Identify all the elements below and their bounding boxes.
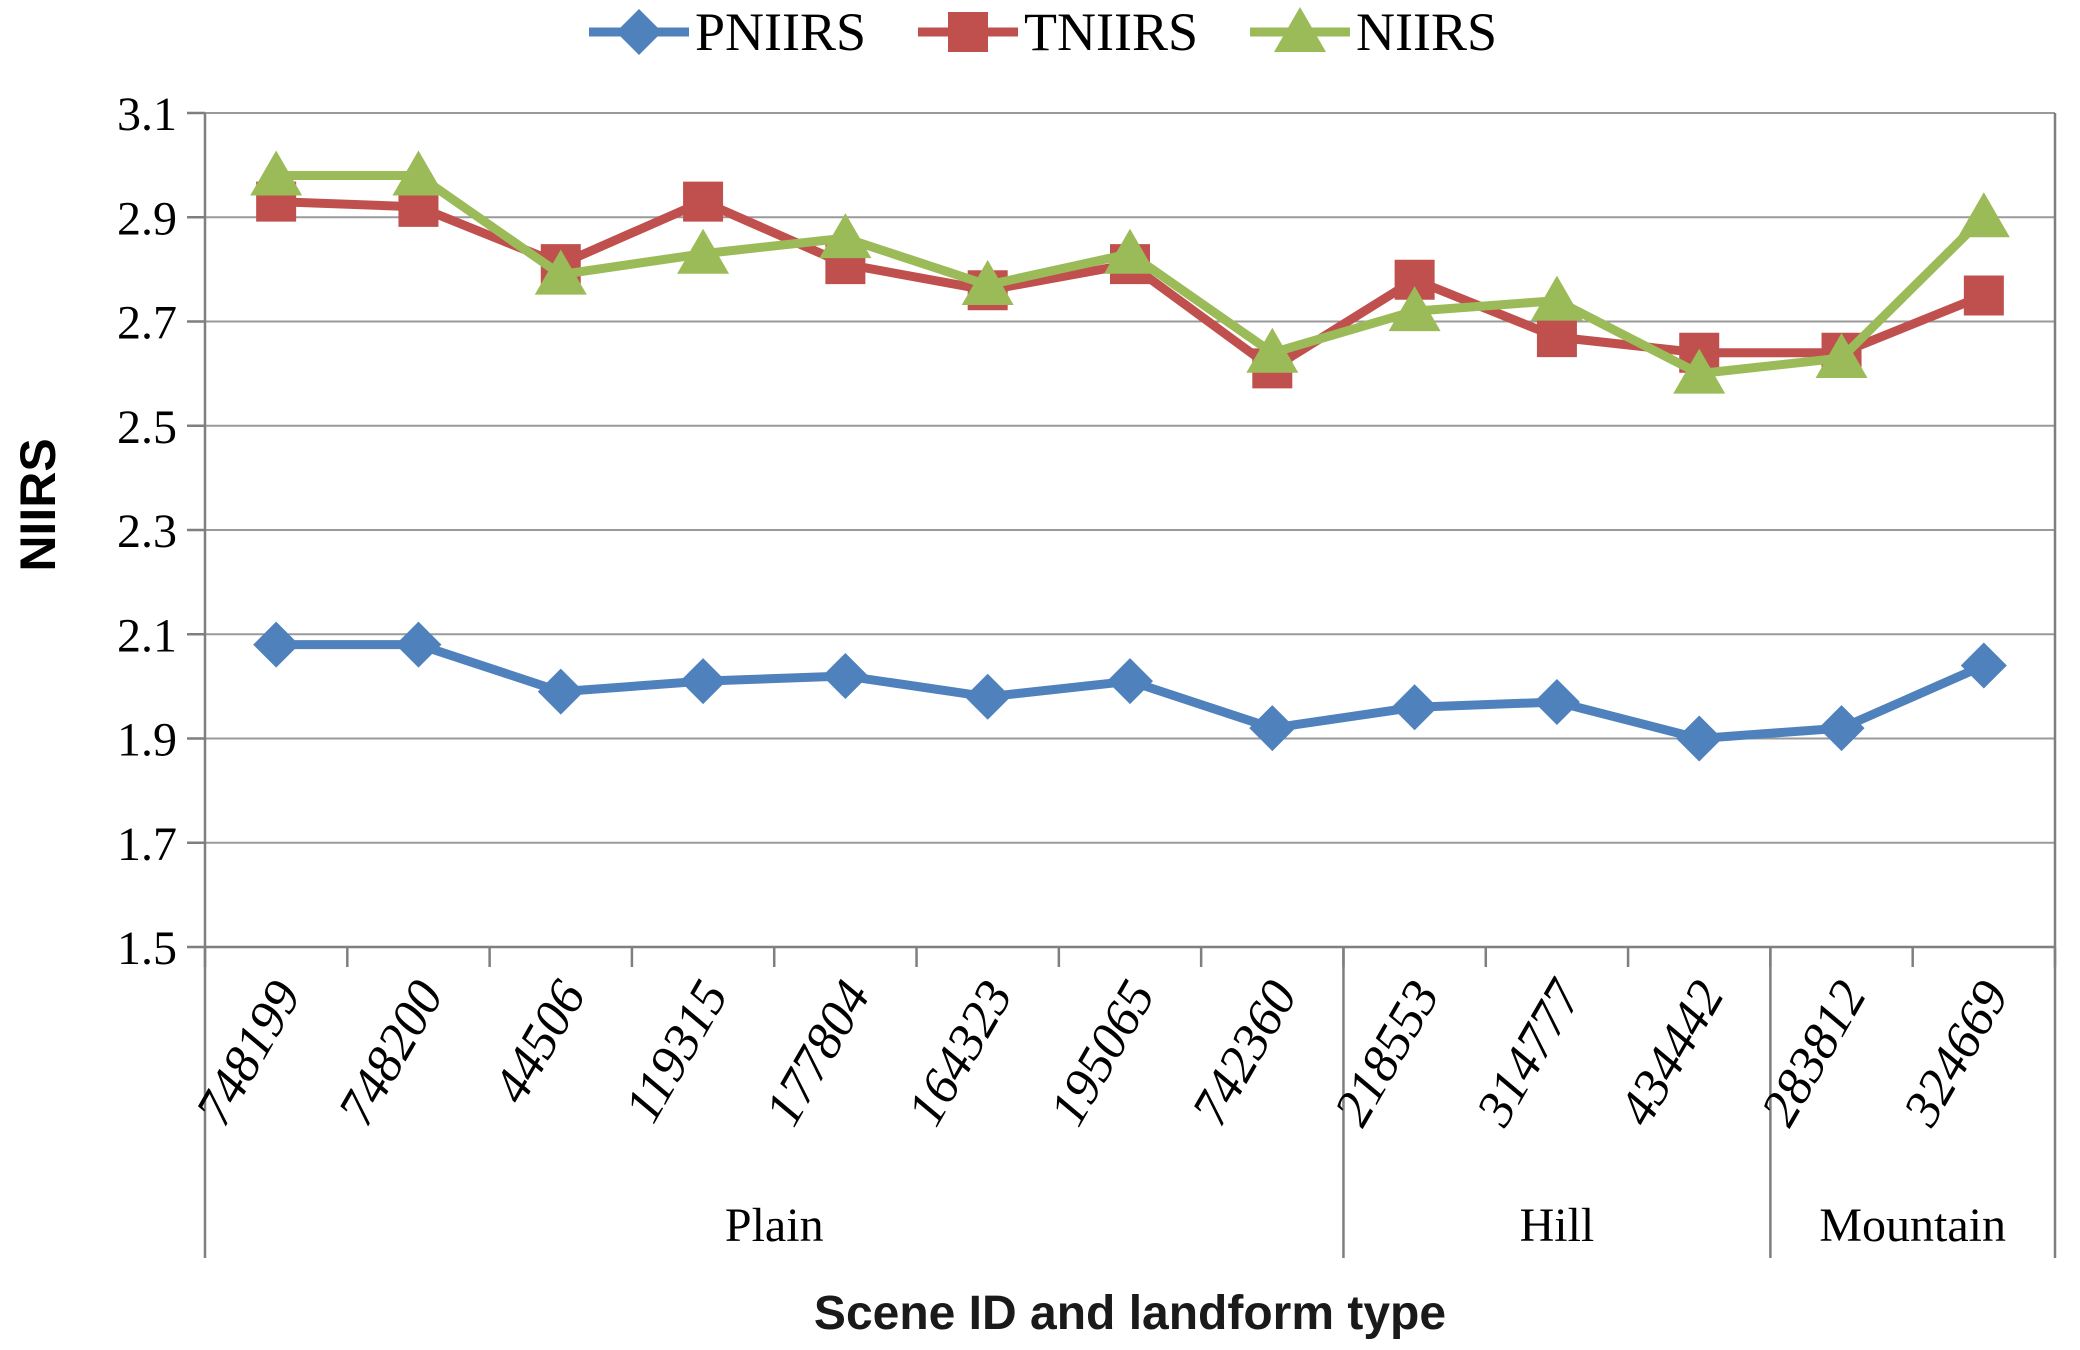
legend-square-glyph <box>948 12 989 52</box>
series-niirs-marker <box>1388 286 1441 332</box>
x-tick-label: 434442 <box>1608 972 1735 1136</box>
series-niirs-marker <box>1246 327 1299 373</box>
series-tniirs-marker <box>398 186 439 227</box>
series-tniirs-marker <box>1536 317 1577 358</box>
y-tick-label: 2.5 <box>117 401 177 454</box>
x-tick-label: 44506 <box>483 972 597 1113</box>
series-niirs-marker <box>392 150 445 196</box>
group-label: Plain <box>725 1199 824 1252</box>
x-tick-label: 742360 <box>1181 972 1308 1136</box>
chart-legend: PNIIRS TNIIRS NIIRS <box>0 2 2080 62</box>
y-tick-label: 2.7 <box>117 297 177 350</box>
series-pniirs-marker <box>537 668 584 715</box>
series-niirs-marker <box>1530 275 1583 321</box>
pniirs-diamond-marker-icon <box>588 9 689 55</box>
y-tick-label: 1.9 <box>117 714 177 767</box>
y-tick-label: 1.5 <box>117 922 177 975</box>
series-pniirs-marker <box>680 658 727 705</box>
niirs-triangle-marker-icon <box>1250 7 1351 52</box>
series-niirs-marker <box>534 249 587 295</box>
legend-label-niirs: NIIRS <box>1356 2 1498 62</box>
series-niirs-marker <box>250 150 303 196</box>
x-tick-label: 177804 <box>754 972 881 1136</box>
series-niirs-marker <box>1673 348 1726 394</box>
y-tick-label: 2.1 <box>117 609 177 662</box>
x-tick-label: 748200 <box>327 972 454 1136</box>
series-pniirs-marker <box>964 673 1011 720</box>
series-tniirs-line <box>271 197 1989 373</box>
series-pniirs-marker <box>1107 658 1153 705</box>
legend-item-tniirs: TNIIRS <box>912 2 1198 62</box>
series-pniirs-marker <box>1533 679 1580 726</box>
series-tniirs-marker <box>1963 275 2004 316</box>
series-niirs-marker <box>1104 228 1156 274</box>
x-axis-title: Scene ID and landform type <box>813 1287 1447 1340</box>
series-niirs-marker <box>1815 332 1868 378</box>
x-tick-label: 314777 <box>1465 970 1594 1136</box>
y-tick-label: 1.7 <box>117 818 177 871</box>
x-tick-label: 324669 <box>1892 972 2020 1136</box>
y-tick-label: 2.9 <box>117 192 177 245</box>
legend-triangle-glyph <box>1274 7 1327 52</box>
series-tniirs-marker <box>683 181 724 222</box>
legend-label-tniirs: TNIIRS <box>1024 2 1199 62</box>
group-label: Mountain <box>1819 1199 2006 1252</box>
series-pniirs-marker <box>1249 705 1296 752</box>
series-pniirs-marker <box>253 621 300 668</box>
series-pniirs-marker <box>1676 715 1723 762</box>
series-niirs-marker <box>961 260 1014 306</box>
series-niirs-marker <box>677 228 730 274</box>
series-pniirs-marker <box>395 621 442 668</box>
series-pniirs-marker <box>822 652 869 699</box>
x-tick-label: 164323 <box>897 972 1024 1136</box>
legend-label-pniirs: PNIIRS <box>694 2 867 62</box>
series-niirs-marker <box>819 213 872 259</box>
tniirs-square-marker-icon <box>918 12 1019 52</box>
y-tick-label: 2.3 <box>117 505 177 558</box>
series-tniirs-marker <box>1394 259 1435 300</box>
legend-item-niirs: NIIRS <box>1244 2 1497 62</box>
series-pniirs-marker <box>1818 705 1865 752</box>
series-pniirs-marker <box>1960 642 2007 689</box>
y-tick-label: 3.1 <box>117 88 177 141</box>
x-tick-label: 119315 <box>614 972 739 1132</box>
series-pniirs-marker <box>1391 684 1438 731</box>
x-tick-label: 195065 <box>1039 972 1166 1136</box>
group-label: Hill <box>1520 1199 1595 1252</box>
legend-item-pniirs: PNIIRS <box>583 2 866 62</box>
series-niirs-marker <box>1957 192 2010 238</box>
legend-diamond-glyph <box>615 9 662 55</box>
